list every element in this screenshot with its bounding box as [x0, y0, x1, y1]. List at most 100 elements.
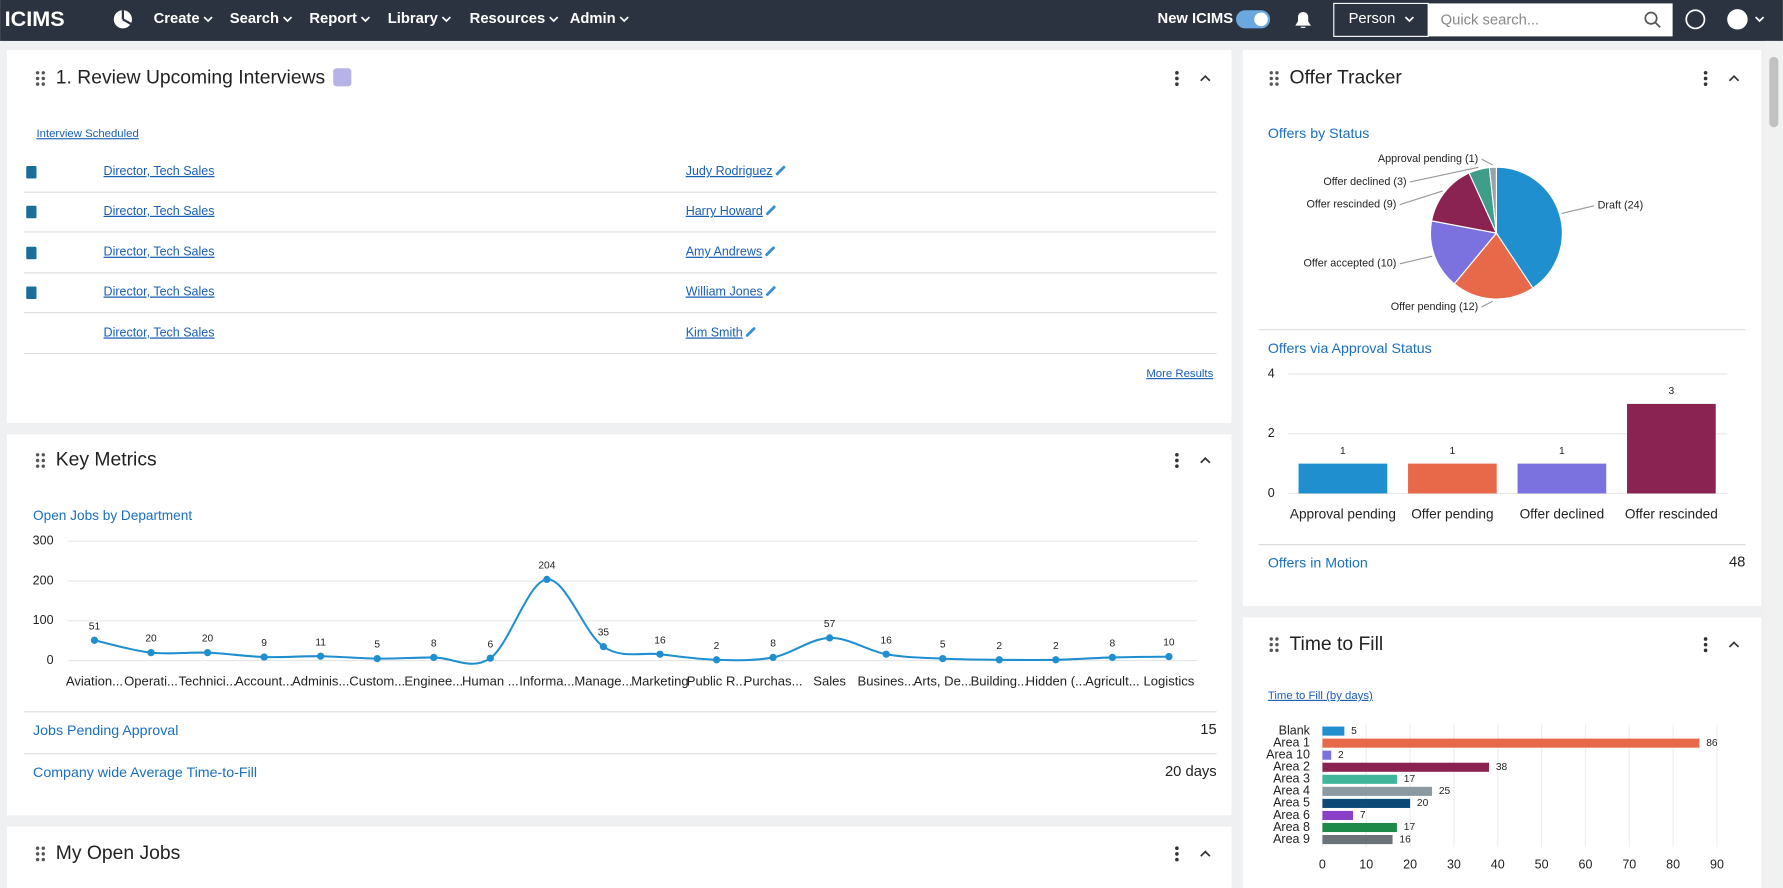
drag-handle[interactable]	[1275, 648, 1279, 653]
drag-handle[interactable]	[41, 857, 46, 862]
drag-handle[interactable]	[1269, 637, 1273, 641]
data-label: 16	[654, 635, 666, 646]
chevron	[619, 16, 629, 23]
menu-icon[interactable]	[1175, 76, 1179, 81]
drag-handle[interactable]	[35, 71, 40, 75]
point	[1108, 653, 1117, 662]
drag-handle[interactable]	[41, 76, 46, 81]
search-icon[interactable]	[1644, 11, 1658, 25]
nav-menu-item[interactable]: Create	[154, 11, 200, 27]
x-tick-label: 30	[1447, 858, 1461, 872]
scrollbar-thumb[interactable]	[1769, 56, 1779, 128]
link-icon	[765, 205, 776, 216]
nav-menu-item[interactable]: Report	[309, 11, 357, 27]
search-box[interactable]	[1428, 3, 1673, 37]
drag-handle[interactable]	[35, 82, 40, 86]
drag-handle[interactable]	[35, 857, 40, 862]
x-tick-label: Enginee...	[404, 674, 463, 689]
drag-handle[interactable]	[1275, 642, 1279, 647]
drag-handle[interactable]	[35, 458, 40, 463]
menu-icon[interactable]	[1703, 642, 1708, 647]
filter-link[interactable]: Interview Scheduled	[36, 128, 138, 140]
drag-handle[interactable]	[35, 453, 40, 457]
collapse-icon[interactable]	[1728, 641, 1740, 648]
stat-label[interactable]: Offers in Motion	[1268, 556, 1368, 572]
menu-icon[interactable]	[1703, 76, 1708, 81]
job-link[interactable]: Director, Tech Sales	[104, 285, 215, 299]
user-icon[interactable]	[1727, 9, 1748, 30]
drag-handle[interactable]	[1269, 76, 1273, 81]
drag-handle[interactable]	[41, 458, 46, 463]
pie-label: Offer rescinded (9)	[1307, 199, 1397, 211]
nav-menu-item[interactable]: Resources	[470, 11, 546, 27]
menu-icon[interactable]	[1175, 82, 1179, 86]
drag-handle[interactable]	[41, 852, 46, 856]
drag-handle[interactable]	[41, 82, 46, 86]
drag-handle[interactable]	[1275, 82, 1279, 86]
help-icon[interactable]	[1685, 9, 1706, 30]
drag-handle[interactable]	[41, 464, 46, 468]
scrollbar[interactable]	[1764, 40, 1783, 888]
menu-icon[interactable]	[1703, 637, 1708, 641]
bell-icon[interactable]	[1295, 12, 1311, 28]
collapse-icon[interactable]	[1728, 74, 1740, 82]
data-label: 8	[770, 638, 776, 649]
person-icon	[26, 286, 37, 300]
drag-handle[interactable]	[35, 76, 40, 81]
data-label: 11	[315, 637, 326, 648]
more-results[interactable]: More Results	[1146, 368, 1213, 380]
chart-title: Offers via Approval Status	[1268, 341, 1432, 357]
job-link[interactable]: Director, Tech Sales	[104, 245, 215, 259]
stat-label[interactable]: Jobs Pending Approval	[33, 723, 178, 739]
menu-icon[interactable]	[1703, 648, 1708, 653]
drag-handle[interactable]	[35, 464, 40, 468]
drag-handle[interactable]	[35, 852, 40, 856]
nav-menu-item[interactable]: Search	[230, 11, 279, 27]
x-tick-label: Arts, De...	[914, 674, 972, 689]
menu-icon[interactable]	[1703, 70, 1708, 75]
person-link[interactable]: Judy Rodriguez	[686, 164, 773, 178]
drag-handle[interactable]	[1269, 82, 1273, 86]
person-link[interactable]: Kim Smith	[686, 325, 743, 339]
nav-menu-item[interactable]: Admin	[570, 11, 616, 27]
pie-slice	[1453, 232, 1534, 300]
menu-icon[interactable]	[1175, 452, 1179, 457]
menu-icon[interactable]	[1175, 857, 1179, 862]
job-link[interactable]: Director, Tech Sales	[104, 164, 215, 178]
person-link[interactable]: William Jones	[686, 285, 763, 299]
drag-handle[interactable]	[1269, 71, 1273, 75]
drag-handle[interactable]	[1275, 76, 1279, 81]
nav-menu-item[interactable]: Library	[388, 11, 439, 27]
drag-handle[interactable]	[41, 846, 46, 850]
chart-title[interactable]: Time to Fill (by days)	[1268, 690, 1373, 702]
person-icon	[26, 246, 37, 260]
job-link[interactable]: Director, Tech Sales	[104, 204, 215, 218]
menu-icon[interactable]	[1175, 464, 1179, 468]
menu-icon[interactable]	[1175, 70, 1179, 75]
collapse-icon[interactable]	[1200, 457, 1211, 464]
drag-handle[interactable]	[1275, 637, 1279, 641]
person-link[interactable]: Harry Howard	[686, 204, 763, 218]
menu-icon[interactable]	[1175, 846, 1179, 851]
drag-handle[interactable]	[35, 846, 40, 850]
collapse-icon[interactable]	[1200, 74, 1211, 82]
drag-handle[interactable]	[1269, 648, 1273, 653]
drag-handle[interactable]	[1269, 642, 1273, 647]
point	[1165, 652, 1173, 661]
menu-icon[interactable]	[1175, 852, 1179, 856]
bar	[1408, 463, 1497, 494]
bar	[1298, 463, 1388, 494]
drag-handle[interactable]	[1275, 71, 1279, 75]
person-link[interactable]: Amy Andrews	[686, 245, 762, 259]
drag-handle[interactable]	[41, 453, 46, 457]
menu-icon[interactable]	[1175, 458, 1179, 463]
point	[90, 636, 99, 644]
y-tick-label: 100	[33, 613, 54, 627]
drag-handle[interactable]	[41, 71, 46, 75]
leader-line	[1399, 255, 1433, 265]
x-tick-label: Manage...	[574, 674, 632, 689]
stat-label[interactable]: Company wide Average Time-to-Fill	[33, 765, 257, 781]
menu-icon[interactable]	[1703, 82, 1708, 86]
job-link[interactable]: Director, Tech Sales	[104, 325, 215, 339]
collapse-icon[interactable]	[1200, 850, 1211, 857]
